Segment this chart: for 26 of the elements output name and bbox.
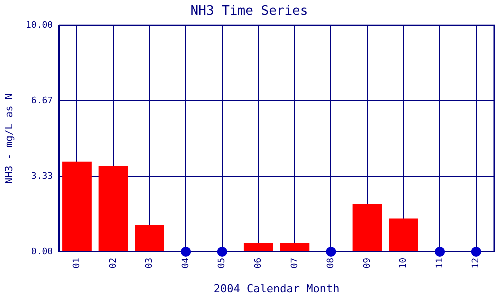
bar xyxy=(389,218,418,252)
x-tick-label: 04 xyxy=(181,258,192,269)
y-tick-label: 6.67 xyxy=(31,96,54,106)
x-tick-label: 05 xyxy=(218,258,228,269)
x-tick-label: 01 xyxy=(72,258,83,269)
x-tick-label: 02 xyxy=(108,258,119,269)
x-tick-label: 06 xyxy=(254,258,264,269)
x-tick-label: 07 xyxy=(290,258,300,269)
x-tick-label: 03 xyxy=(145,258,156,269)
x-tick-label: 12 xyxy=(472,258,482,269)
bar xyxy=(244,243,274,252)
bar xyxy=(135,225,164,252)
y-axis-title: NH3 - mg/L as N xyxy=(4,94,16,184)
y-tick-label: 3.33 xyxy=(31,172,54,182)
bar xyxy=(98,166,128,252)
x-tick-label: 09 xyxy=(362,258,373,269)
y-tick-label: 0.00 xyxy=(31,247,54,258)
bar xyxy=(280,243,310,252)
x-tick-label: 08 xyxy=(326,258,337,269)
bar xyxy=(62,162,92,252)
bar xyxy=(352,204,382,252)
y-tick-label: 10.00 xyxy=(26,20,54,31)
x-axis-title: 2004 Calendar Month xyxy=(214,282,340,296)
x-tick-label: 11 xyxy=(435,258,446,269)
x-tick-label: 10 xyxy=(399,258,410,269)
chart-title: NH3 Time Series xyxy=(190,4,308,20)
